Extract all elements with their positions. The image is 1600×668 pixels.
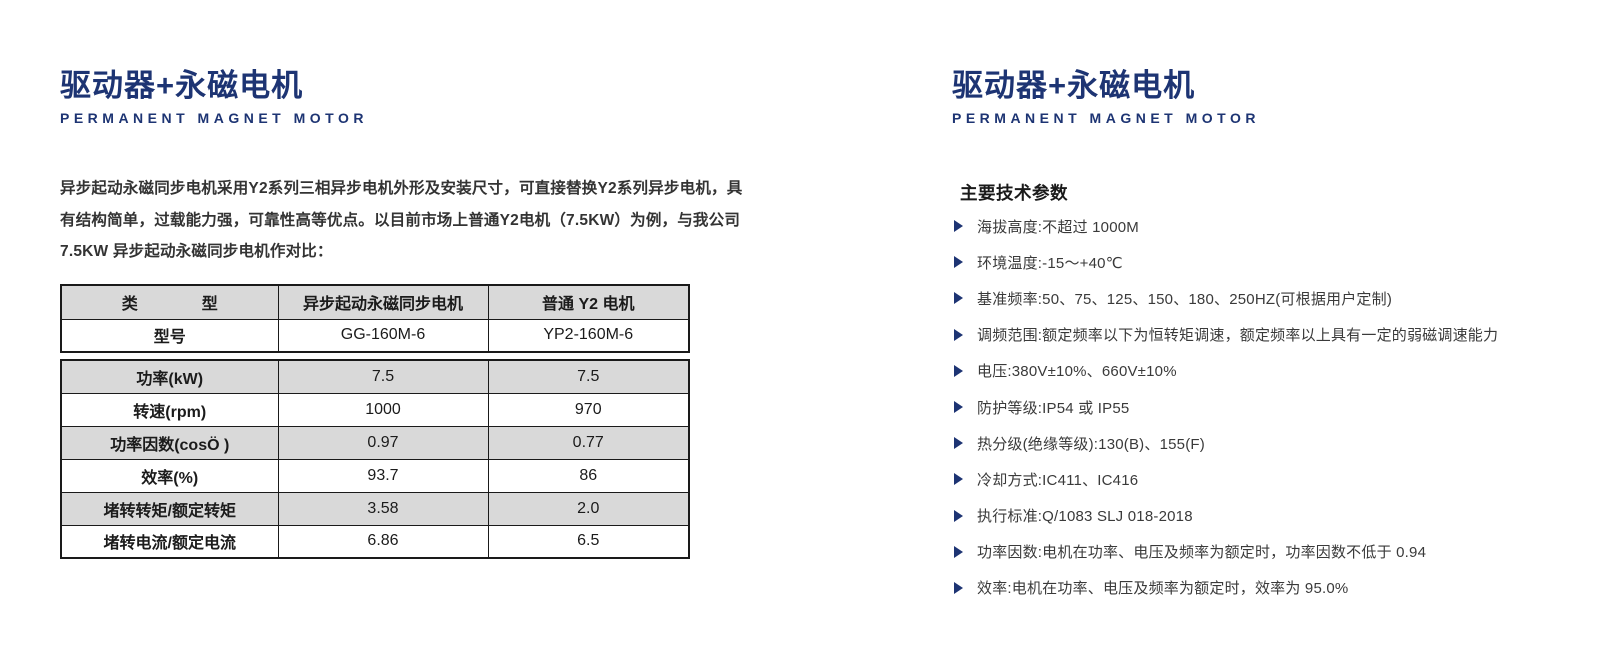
bullet-triangle-icon: [954, 473, 963, 486]
row-value-y2: 0.77: [487, 425, 690, 460]
row-label: 转速(rpm): [60, 392, 279, 427]
row-value-pm: 1000: [277, 392, 489, 427]
table-row: 堵转转矩/额定转矩 3.58 2.0: [60, 491, 690, 526]
param-item: 电压:380V±10%、660V±10%: [954, 353, 1594, 389]
row-label: 功率因数(cosÖ ): [60, 425, 279, 460]
param-item: 功率因数:电机在功率、电压及频率为额定时，功率因数不低于 0.94: [954, 534, 1594, 570]
row-label: 效率(%): [60, 458, 279, 493]
row-value-pm: 7.5: [277, 359, 489, 394]
param-item: 环境温度:-15～+40℃: [954, 244, 1594, 280]
comparison-table: 类 型 异步起动永磁同步电机 普通 Y2 电机 型号 GG-160M-6 YP2…: [60, 284, 690, 559]
bullet-triangle-icon: [954, 401, 963, 414]
row-value-y2: 2.0: [487, 491, 690, 526]
right-page-title: 驱动器+永磁电机: [952, 68, 1196, 103]
param-text: 基准频率:50、75、125、150、180、250HZ(可根据用户定制): [977, 290, 1393, 308]
header-cell-type: 类 型: [60, 284, 279, 320]
intro-line: 7.5KW 异步起动永磁同步电机作对比：: [60, 243, 333, 260]
param-text: 防护等级:IP54 或 IP55: [977, 399, 1130, 417]
param-item: 效率:电机在功率、电压及频率为额定时，效率为 95.0%: [954, 570, 1594, 606]
param-text: 功率因数:电机在功率、电压及频率为额定时，功率因数不低于 0.94: [977, 544, 1427, 562]
bullet-triangle-icon: [954, 545, 963, 558]
param-item: 调频范围:额定频率以下为恒转矩调速，额定频率以上具有一定的弱磁调速能力: [954, 317, 1594, 353]
bullet-triangle-icon: [954, 437, 963, 450]
param-item: 冷却方式:IC411、IC416: [954, 461, 1594, 497]
row-label: 堵转转矩/额定转矩: [60, 491, 279, 526]
param-text: 海拔高度:不超过 1000M: [977, 218, 1139, 236]
table-row: 效率(%) 93.7 86: [60, 458, 690, 493]
comparison-table-bottom-section: 功率(kW) 7.5 7.5 转速(rpm) 1000 970 功率因数(cos…: [60, 359, 690, 559]
param-text: 执行标准:Q/1083 SLJ 018-2018: [977, 508, 1193, 526]
table-row: 转速(rpm) 1000 970: [60, 392, 690, 427]
row-value-pm: GG-160M-6: [277, 318, 489, 353]
row-label: 堵转电流/额定电流: [60, 524, 279, 559]
header-cell-pm-motor: 异步起动永磁同步电机: [277, 284, 489, 320]
tech-params-heading: 主要技术参数: [960, 183, 1068, 203]
right-title-block: 驱动器+永磁电机 PERMANENT MAGNET MOTOR: [952, 68, 1260, 126]
param-text: 冷却方式:IC411、IC416: [977, 471, 1139, 489]
intro-paragraph: 异步起动永磁同步电机采用Y2系列三相异步电机外形及安装尺寸，可直接替换Y2系列异…: [60, 173, 743, 268]
row-value-pm: 3.58: [277, 491, 489, 526]
param-item: 海拔高度:不超过 1000M: [954, 208, 1594, 244]
bullet-triangle-icon: [954, 292, 963, 305]
tech-params-list: 海拔高度:不超过 1000M 环境温度:-15～+40℃ 基准频率:50、75、…: [954, 208, 1594, 606]
param-item: 执行标准:Q/1083 SLJ 018-2018: [954, 498, 1594, 534]
param-text: 电压:380V±10%、660V±10%: [977, 363, 1177, 381]
bullet-triangle-icon: [954, 509, 963, 522]
bullet-triangle-icon: [954, 220, 963, 233]
right-page-subtitle: PERMANENT MAGNET MOTOR: [952, 109, 1260, 126]
bullet-triangle-icon: [954, 256, 963, 269]
param-text: 调频范围:额定频率以下为恒转矩调速，额定频率以上具有一定的弱磁调速能力: [977, 327, 1499, 345]
param-text: 热分级(绝缘等级):130(B)、155(F): [977, 435, 1205, 453]
table-row: 功率因数(cosÖ ) 0.97 0.77: [60, 425, 690, 460]
bullet-triangle-icon: [954, 364, 963, 377]
row-value-y2: YP2-160M-6: [487, 318, 690, 353]
left-title-block: 驱动器+永磁电机 PERMANENT MAGNET MOTOR: [60, 68, 368, 126]
left-page-title: 驱动器+永磁电机: [60, 68, 304, 103]
left-page-subtitle: PERMANENT MAGNET MOTOR: [60, 109, 368, 126]
param-item: 基准频率:50、75、125、150、180、250HZ(可根据用户定制): [954, 280, 1594, 316]
param-item: 热分级(绝缘等级):130(B)、155(F): [954, 425, 1594, 461]
table-row: 堵转电流/额定电流 6.86 6.5: [60, 524, 690, 559]
intro-line: 异步起动永磁同步电机采用Y2系列三相异步电机外形及安装尺寸，可直接替换Y2系列异…: [60, 180, 743, 197]
table-header-row: 类 型 异步起动永磁同步电机 普通 Y2 电机: [60, 284, 690, 320]
param-text: 效率:电机在功率、电压及频率为额定时，效率为 95.0%: [977, 580, 1349, 598]
row-value-y2: 970: [487, 392, 690, 427]
param-text: 环境温度:-15～+40℃: [977, 254, 1123, 272]
row-label: 型号: [60, 318, 279, 353]
bullet-triangle-icon: [954, 581, 963, 594]
row-value-y2: 86: [487, 458, 690, 493]
row-label: 功率(kW): [60, 359, 279, 394]
table-row: 功率(kW) 7.5 7.5: [60, 359, 690, 394]
bullet-triangle-icon: [954, 328, 963, 341]
row-value-pm: 6.86: [277, 524, 489, 559]
param-item: 防护等级:IP54 或 IP55: [954, 389, 1594, 425]
table-row: 型号 GG-160M-6 YP2-160M-6: [60, 318, 690, 353]
row-value-pm: 0.97: [277, 425, 489, 460]
comparison-table-top-section: 类 型 异步起动永磁同步电机 普通 Y2 电机 型号 GG-160M-6 YP2…: [60, 284, 690, 353]
intro-line: 有结构简单，过载能力强，可靠性高等优点。以目前市场上普通Y2电机（7.5KW）为…: [60, 211, 741, 229]
header-cell-y2-motor: 普通 Y2 电机: [487, 284, 690, 320]
row-value-y2: 6.5: [487, 524, 690, 559]
row-value-y2: 7.5: [487, 359, 690, 394]
row-value-pm: 93.7: [277, 458, 489, 493]
